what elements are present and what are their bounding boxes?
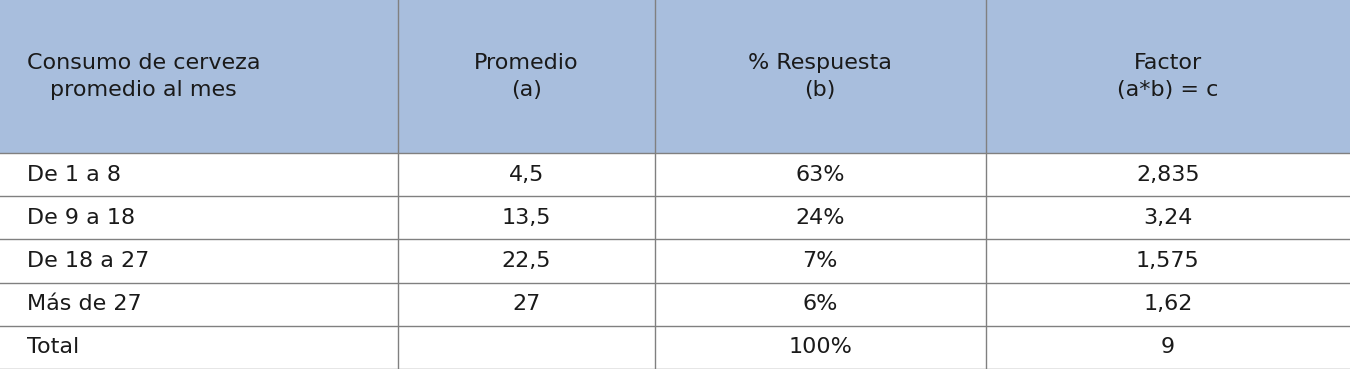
Text: 2,835: 2,835 <box>1135 165 1200 185</box>
Text: 7%: 7% <box>802 251 838 271</box>
Text: 24%: 24% <box>795 208 845 228</box>
Bar <box>0 239 1350 283</box>
Text: 9: 9 <box>1161 337 1174 358</box>
Text: 13,5: 13,5 <box>502 208 551 228</box>
Text: 27: 27 <box>513 294 540 314</box>
Text: 1,575: 1,575 <box>1135 251 1200 271</box>
Bar <box>0 283 1350 326</box>
Bar <box>0 196 1350 239</box>
Text: Consumo de cerveza
promedio al mes: Consumo de cerveza promedio al mes <box>27 54 261 100</box>
Bar <box>0 0 1350 153</box>
Text: 22,5: 22,5 <box>502 251 551 271</box>
Text: 100%: 100% <box>788 337 852 358</box>
Text: % Respuesta
(b): % Respuesta (b) <box>748 54 892 100</box>
Text: 63%: 63% <box>795 165 845 185</box>
Text: Más de 27: Más de 27 <box>27 294 142 314</box>
Bar <box>0 153 1350 196</box>
Text: 4,5: 4,5 <box>509 165 544 185</box>
Text: Total: Total <box>27 337 80 358</box>
Text: De 18 a 27: De 18 a 27 <box>27 251 150 271</box>
Text: 1,62: 1,62 <box>1143 294 1192 314</box>
Bar <box>0 326 1350 369</box>
Text: 3,24: 3,24 <box>1143 208 1192 228</box>
Text: De 9 a 18: De 9 a 18 <box>27 208 135 228</box>
Text: 6%: 6% <box>802 294 838 314</box>
Text: Factor
(a*b) = c: Factor (a*b) = c <box>1116 54 1219 100</box>
Text: Promedio
(a): Promedio (a) <box>474 54 579 100</box>
Text: De 1 a 8: De 1 a 8 <box>27 165 121 185</box>
